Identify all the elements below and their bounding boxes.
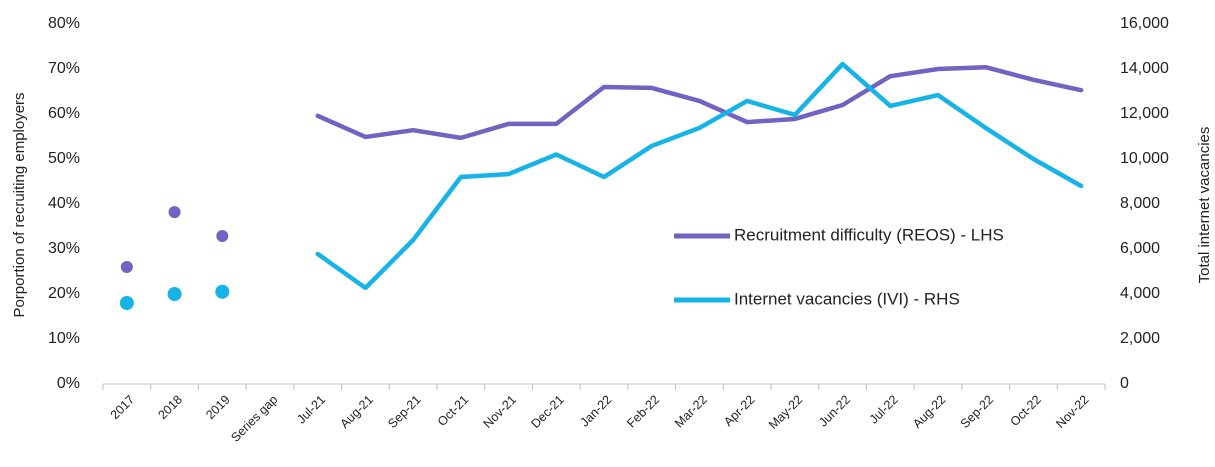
x-tick-label: Nov-21 [481,393,519,431]
x-tick-label: 2019 [203,393,233,423]
y-tick-label: 10% [48,330,80,347]
x-tick-label: Dec-21 [528,393,566,431]
x-tick-label: Feb-22 [624,393,662,431]
y-tick-label: 70% [48,60,80,77]
x-tick-label: May-22 [766,393,805,432]
x-tick-label: Oct-21 [435,393,471,429]
data-point [168,206,181,219]
y2-tick-label: 6,000 [1120,240,1160,257]
x-tick-label: Jan-22 [578,393,615,430]
data-point [215,284,230,299]
y2-tick-label: 2,000 [1120,330,1160,347]
x-tick-label: Jun-22 [816,393,853,430]
y-axis-label: Porportion of recruiting employers [11,92,28,317]
series-line [315,64,1084,141]
y-tick-label: 50% [48,150,80,167]
y2-tick-label: 10,000 [1120,150,1169,167]
x-tick-label: Aug-22 [910,393,948,431]
y-tick-label: 30% [48,240,80,257]
data-point [120,261,133,273]
y-tick-label: 20% [48,285,80,302]
legend-label: Recruitment difficulty (REOS) - LHS [734,225,1004,244]
y2-tick-label: 0 [1120,375,1129,392]
x-tick-label: Mar-22 [672,393,710,431]
data-point [119,296,134,310]
x-tick-label: Oct-22 [1007,393,1043,429]
x-tick-label: Series gap [228,393,280,445]
y-tick-label: 80% [48,15,80,32]
x-tick-label: 2018 [155,393,185,423]
x-tick-label: Jul-21 [294,393,328,427]
y2-tick-label: 16,000 [1120,15,1169,32]
y2-tick-label: 8,000 [1120,195,1160,212]
y2-tick-label: 14,000 [1120,60,1169,77]
data-point [216,229,229,242]
x-tick-label: Nov-22 [1053,393,1091,431]
y2-tick-label: 12,000 [1120,105,1169,122]
y-tick-label: 40% [48,195,80,212]
y-tick-label: 60% [48,105,80,122]
x-tick-label: Sep-22 [958,393,996,431]
x-tick-label: 2017 [108,393,138,423]
y2-tick-label: 4,000 [1120,285,1160,302]
x-tick-label: Apr-22 [721,393,757,429]
y-tick-label: 0% [57,375,80,392]
legend-label: Internet vacancies (IVI) - RHS [734,289,960,308]
x-tick-label: Sep-21 [385,393,423,431]
x-tick-label: Aug-21 [337,393,375,431]
x-tick-label: Jul-22 [867,393,901,427]
series-line [315,61,1084,291]
data-point [167,287,182,301]
y2-axis-label: Total internet vacancies [1196,127,1213,284]
